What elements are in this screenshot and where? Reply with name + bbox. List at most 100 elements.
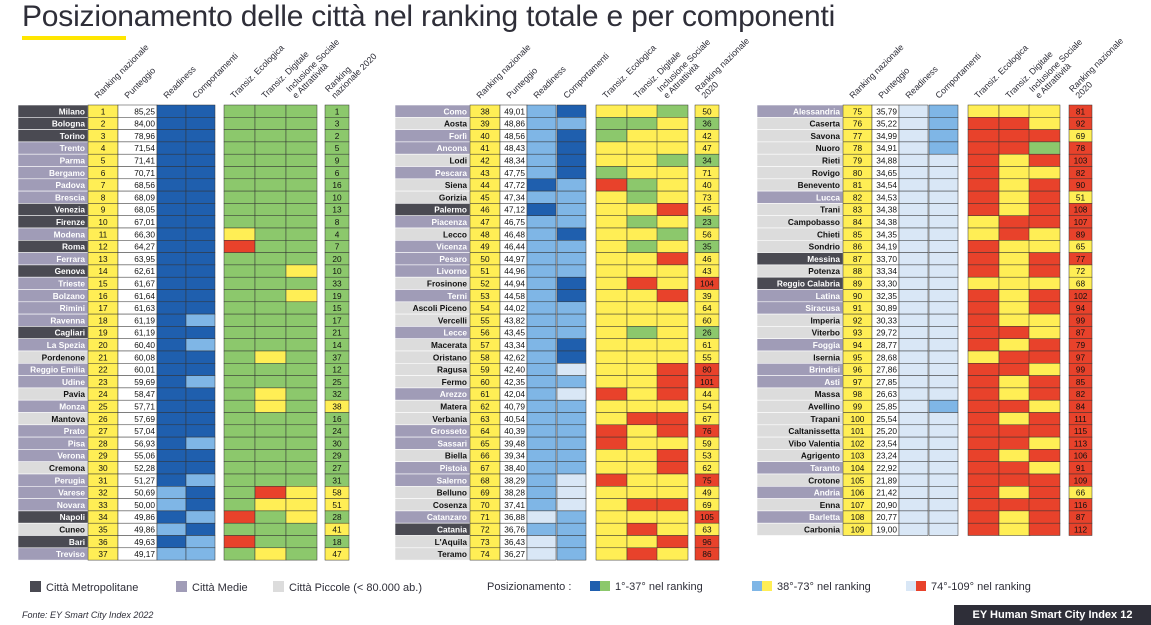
score-value: 36,76 [504,525,525,535]
indicator-cell-green-mid [656,399,689,413]
rank-2020-value: 39 [702,291,712,301]
rank-2020-value: 23 [702,217,712,227]
indicator-cell-blue-high [185,104,216,118]
rank-value: 26 [98,414,108,424]
indicator-cell-green-high [223,326,256,339]
indicator-cell-blue-mid [526,104,557,118]
score-value: 33,30 [876,279,897,289]
indicator-cell-green-mid [998,387,1031,401]
score-value: 34,65 [876,168,897,178]
rank-value: 98 [853,389,863,399]
rank-value: 83 [853,205,863,215]
indicator-cell-blue-mid [526,363,557,376]
indicator-cell-green-mid [998,178,1031,192]
indicator-cell-blue-high [156,449,187,462]
indicator-cell-green-mid [1028,227,1061,241]
rank-value: 12 [98,242,108,252]
rank-value: 92 [853,315,863,325]
city-name: Treviso [56,549,85,559]
indicator-cell-blue-high [156,227,187,241]
indicator-cell-blue-high [185,486,216,499]
indicator-cell-green-low [967,301,1000,315]
indicator-cell-green-high [285,301,318,315]
indicator-cell-green-low [626,412,659,426]
indicator-cell-green-mid [626,449,659,462]
rank-2020-value: 99 [1076,315,1086,325]
indicator-cell-blue-low [928,387,959,401]
score-value: 30,89 [876,303,897,313]
rank-2020-value: 41 [332,525,342,535]
indicator-cell-blue-high [156,338,187,352]
indicator-cell-blue-mid [526,240,557,253]
indicator-cell-green-mid [626,461,659,475]
rank-2020-value: 9 [335,156,340,166]
indicator-cell-blue-high [556,350,587,364]
indicator-cell-green-low [1028,498,1061,512]
rank-value: 84 [853,217,863,227]
indicator-cell-green-high [626,215,659,229]
indicator-cell-green-low [967,363,1000,376]
score-value: 71,54 [134,143,155,153]
city-name: Andria [814,488,841,498]
indicator-cell-green-low [595,424,628,438]
score-value: 22,92 [876,463,897,473]
score-value: 85,25 [134,106,155,116]
indicator-cell-blue-mid [526,350,557,364]
rank-value: 86 [853,242,863,252]
city-name: Trani [820,205,840,215]
score-value: 66,30 [134,229,155,239]
indicator-cell-green-mid [626,510,659,524]
rank-value: 4 [101,143,106,153]
rank-2020-value: 102 [1074,291,1088,301]
score-value: 27,85 [876,377,897,387]
rank-2020-value: 47 [332,549,342,559]
indicator-cell-green-high [285,363,318,376]
city-name: Benevento [798,180,840,190]
score-value: 57,04 [134,426,155,436]
indicator-cell-green-mid [595,412,628,426]
indicator-cell-blue-high [185,387,216,401]
rank-2020-value: 91 [1076,463,1086,473]
indicator-cell-green-mid [626,252,659,266]
indicator-cell-green-low [967,313,1000,327]
rank-2020-value: 2 [335,131,340,141]
indicator-cell-green-low [595,436,628,450]
city-name: Vicenza [436,242,467,252]
city-name: Fermo [442,377,467,387]
indicator-cell-green-high [285,252,318,266]
score-value: 32,35 [876,291,897,301]
score-value: 34,38 [876,205,897,215]
rank-2020-value: 105 [700,512,714,522]
rank-2020-cell [694,547,720,561]
score-value: 70,71 [134,168,155,178]
column-header-text: Ranking nazionale [847,42,905,100]
rank-2020-value: 71 [702,168,712,178]
indicator-cell-blue-mid [526,326,557,339]
indicator-cell-blue-high [156,535,187,549]
indicator-cell-green-mid [285,498,318,512]
city-name: Cagliari [55,328,85,338]
score-value: 61,19 [134,328,155,338]
indicator-cell-green-mid [595,399,628,413]
indicator-cell-green-low [1028,424,1061,438]
indicator-cell-blue-mid [556,547,587,561]
indicator-cell-green-mid [1028,363,1061,376]
indicator-cell-green-high [285,117,318,130]
indicator-cell-blue-mid [156,522,187,536]
indicator-cell-green-high [254,252,287,266]
indicator-cell-green-low [1028,178,1061,192]
indicator-cell-green-mid [626,375,659,389]
indicator-cell-green-high [285,326,318,339]
indicator-cell-blue-high [185,240,216,253]
indicator-cell-green-high [626,190,659,204]
rank-2020-value: 116 [1074,500,1088,510]
city-name: Bologna [52,119,86,129]
rank-value: 47 [480,217,490,227]
score-value: 55,06 [134,451,155,461]
indicator-cell-blue-low [928,301,959,315]
indicator-cell-green-low [967,498,1000,512]
indicator-cell-green-high [254,424,287,438]
indicator-cell-green-low [1028,449,1061,462]
rank-2020-value: 5 [335,143,340,153]
indicator-cell-green-high [285,424,318,438]
